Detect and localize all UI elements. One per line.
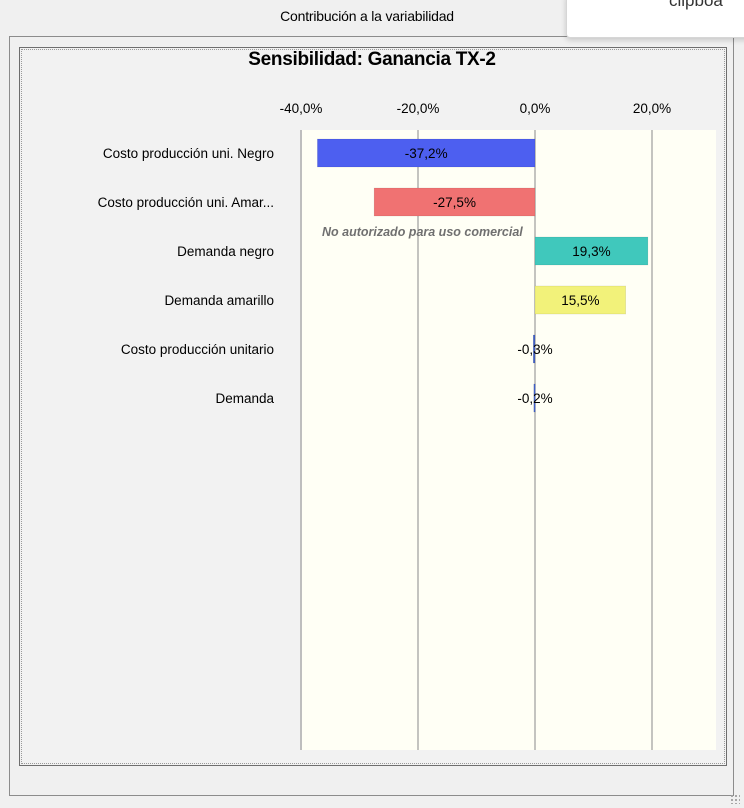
grid-lines — [300, 130, 653, 750]
value-label: -0,3% — [517, 342, 552, 357]
bar — [532, 334, 536, 364]
category-labels: Costo producción uni. Negro Costo producc… — [98, 146, 275, 406]
bar — [534, 236, 649, 266]
value-labels: -37,2% -27,5% 19,3% 15,5% -0,3% -0,2% — [405, 146, 611, 406]
tooltip: clipboa — [566, 0, 744, 38]
watermark: No autorizado para uso comercial — [322, 225, 523, 239]
value-label: -0,2% — [517, 391, 552, 406]
chart-title: Sensibilidad: Ganancia TX-2 — [248, 49, 496, 70]
value-label: -37,2% — [405, 146, 448, 161]
category-label: Demanda — [215, 391, 274, 406]
value-label: 15,5% — [561, 293, 599, 308]
category-label: Demanda amarillo — [164, 293, 274, 308]
value-label: 19,3% — [572, 244, 610, 259]
x-tick-label: 20,0% — [633, 101, 671, 116]
plot-area — [302, 130, 716, 750]
bar — [317, 138, 536, 168]
x-axis-ticks: -40,0% -20,0% 0,0% 20,0% — [280, 101, 672, 116]
resize-grip[interactable] — [730, 794, 740, 804]
x-tick-label: 0,0% — [520, 101, 551, 116]
tooltip-text: clipboa — [669, 0, 723, 10]
window-title: Contribución a la variabilidad — [280, 8, 454, 24]
category-label: Costo producción uni. Negro — [103, 146, 274, 161]
bars — [317, 138, 649, 413]
category-label: Costo producción uni. Amar... — [98, 195, 274, 210]
bar — [534, 285, 626, 315]
category-label: Demanda negro — [177, 244, 274, 259]
category-label: Costo producción unitario — [121, 342, 274, 357]
x-tick-label: -40,0% — [280, 101, 323, 116]
bar — [533, 383, 536, 413]
x-tick-label: -20,0% — [397, 101, 440, 116]
value-label: -27,5% — [433, 195, 476, 210]
bar — [373, 187, 536, 217]
